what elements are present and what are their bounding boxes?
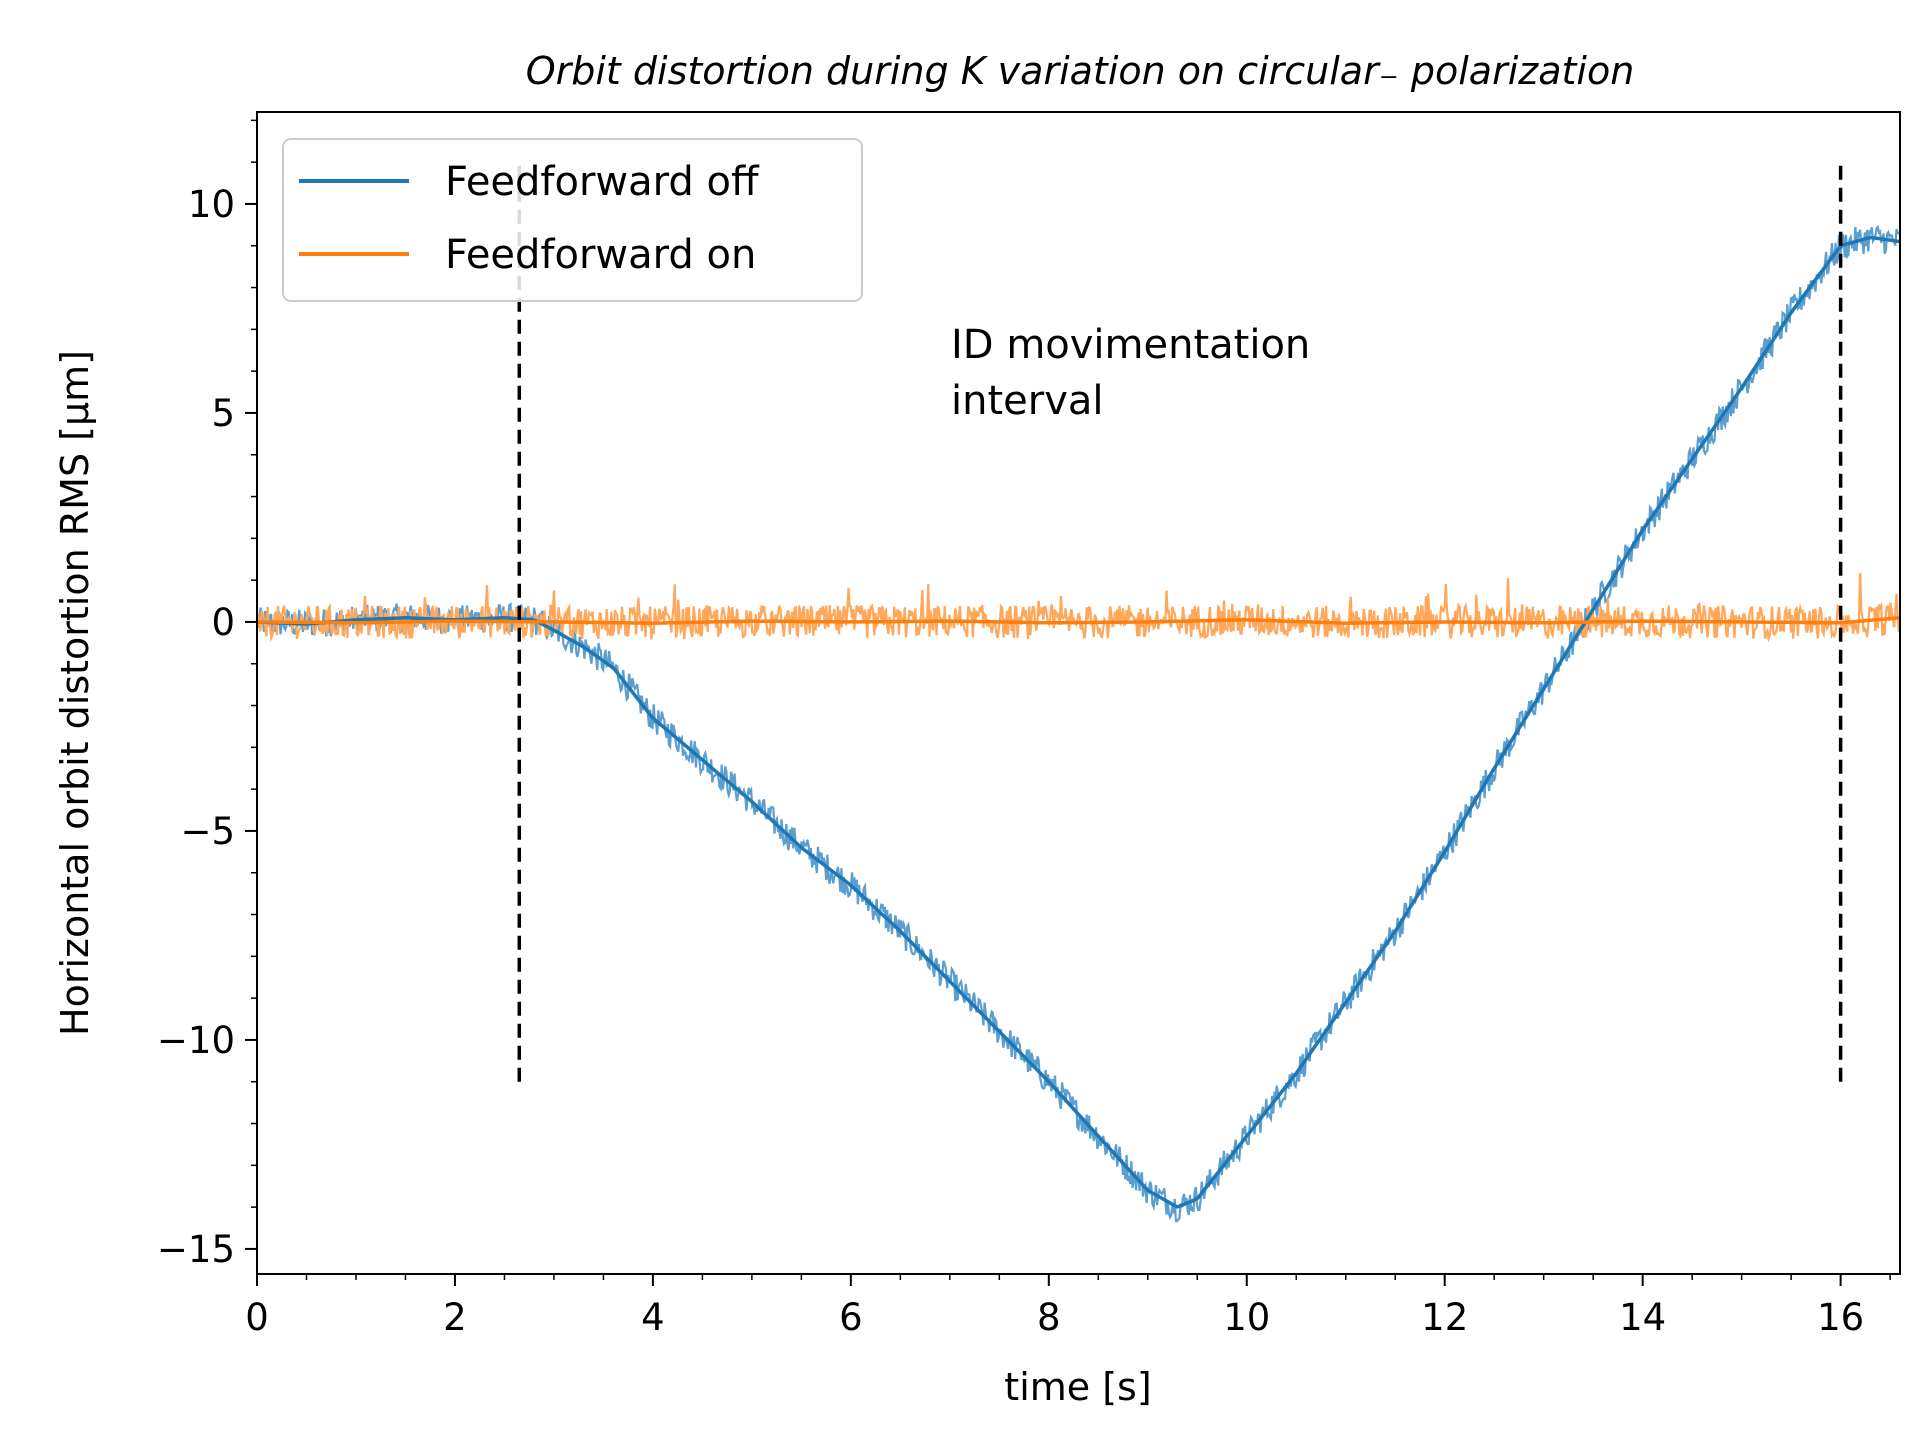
y-axis-label: Horizontal orbit distortion RMS [μm]	[53, 350, 97, 1036]
x-tick-label: 14	[1619, 1296, 1666, 1339]
x-axis-label: time [s]	[1004, 1365, 1151, 1409]
y-tick-label: 5	[211, 392, 235, 435]
legend-label-feedforward-on: Feedforward on	[445, 232, 756, 278]
y-tick-label: 10	[188, 183, 235, 226]
smoothed-signal-layer	[257, 235, 1900, 1209]
legend: Feedforward off Feedforward on	[282, 138, 863, 302]
raw-signal-layer	[257, 224, 1900, 1223]
y-axis-ticks: −15 −10 −5 0 5 10	[157, 119, 257, 1271]
series-line-feedforward-on	[257, 616, 1900, 625]
annotation: ID movimentation interval	[951, 322, 1310, 424]
x-tick-label: 8	[1037, 1296, 1061, 1339]
x-tick-label: 4	[641, 1296, 665, 1339]
chart-title: Orbit distortion during K variation on c…	[526, 49, 1635, 93]
raw-trace-feedforward-on	[257, 573, 1900, 643]
series-line-feedforward-off	[257, 235, 1900, 1209]
x-tick-label: 10	[1223, 1296, 1270, 1339]
legend-label-feedforward-off: Feedforward off	[445, 159, 760, 205]
x-tick-label: 16	[1817, 1296, 1864, 1339]
y-tick-label: −5	[180, 810, 235, 853]
x-tick-label: 2	[443, 1296, 467, 1339]
y-tick-label: −15	[157, 1228, 235, 1271]
y-tick-label: 0	[211, 601, 235, 644]
x-tick-label: 12	[1421, 1296, 1468, 1339]
raw-trace-feedforward-off	[257, 224, 1900, 1223]
x-tick-label: 6	[839, 1296, 863, 1339]
y-tick-label: −10	[157, 1019, 235, 1062]
annotation-line-1: ID movimentation	[951, 322, 1310, 368]
x-tick-label: 0	[245, 1296, 269, 1339]
legend-box	[282, 138, 863, 302]
annotation-line-2: interval	[951, 378, 1104, 424]
x-axis-ticks: 0 2 4 6 8 10 12 14 16	[245, 1274, 1891, 1339]
plot-frame	[256, 111, 1901, 1275]
